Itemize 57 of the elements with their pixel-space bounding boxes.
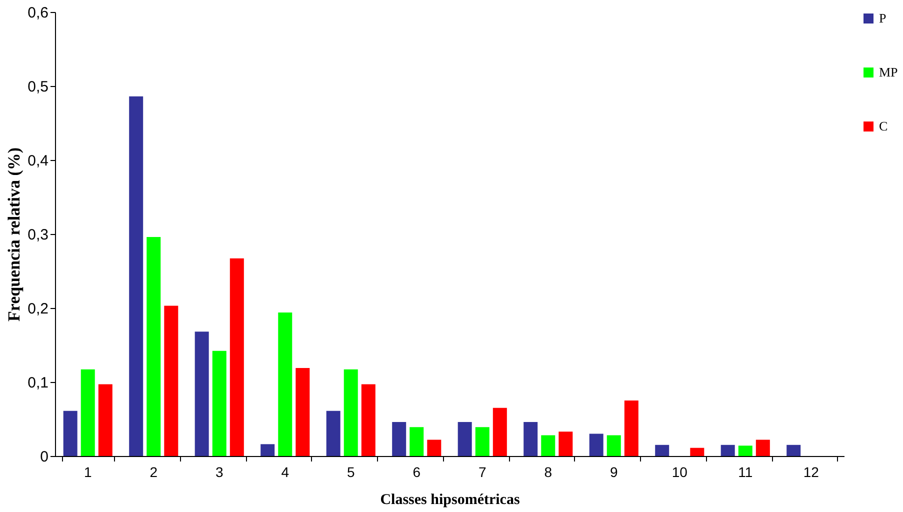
y-tick-label: 0,1 xyxy=(28,374,48,392)
bar xyxy=(146,236,161,456)
bar xyxy=(606,435,621,456)
bar xyxy=(738,446,752,456)
bar xyxy=(756,440,770,456)
bar xyxy=(475,427,490,456)
bar xyxy=(558,432,573,456)
x-axis-title: Classes hipsométricas xyxy=(380,492,520,508)
bar xyxy=(690,448,704,456)
y-tick-label: 0 xyxy=(40,448,48,466)
x-tick-label: 7 xyxy=(478,464,486,480)
bar xyxy=(361,384,376,456)
bar xyxy=(80,369,95,456)
legend-label: C xyxy=(879,118,888,134)
y-tick-label: 0,2 xyxy=(28,300,48,318)
bar xyxy=(98,384,112,456)
bar xyxy=(427,440,442,456)
legend-label: MP xyxy=(879,64,898,80)
x-tick-label: 4 xyxy=(281,464,290,480)
bar xyxy=(410,427,424,456)
x-tick-label: 10 xyxy=(672,464,688,480)
y-tick-label: 0,5 xyxy=(28,78,48,96)
bar xyxy=(129,96,144,456)
bar xyxy=(230,258,244,456)
x-tick-label: 1 xyxy=(84,464,92,480)
x-tick-label: 3 xyxy=(215,464,224,480)
x-tick-label: 8 xyxy=(544,464,552,480)
bar xyxy=(589,434,604,456)
bar xyxy=(260,444,275,456)
x-tick-label: 6 xyxy=(412,464,421,480)
x-tick-label: 9 xyxy=(610,464,618,480)
y-tick-label: 0,6 xyxy=(28,4,48,22)
y-tick-label: 0,3 xyxy=(28,226,48,244)
bar xyxy=(458,422,472,456)
bar xyxy=(194,332,209,456)
bar xyxy=(786,444,801,456)
x-tick-label: 2 xyxy=(150,464,158,480)
bar xyxy=(63,410,78,456)
bar xyxy=(624,400,638,456)
y-axis-title: Frequencia relativa (%) xyxy=(4,147,24,322)
bar xyxy=(655,444,670,456)
bar xyxy=(326,410,340,456)
y-tick-label: 0,4 xyxy=(28,152,48,170)
x-tick-label: 5 xyxy=(346,464,355,480)
bar xyxy=(296,368,310,456)
bar xyxy=(492,408,507,456)
bar xyxy=(164,306,178,456)
legend-label: P xyxy=(879,10,886,26)
bar xyxy=(344,369,358,456)
bar xyxy=(720,444,735,456)
bar xyxy=(524,422,538,456)
x-tick-label: 11 xyxy=(738,464,753,480)
x-tick-label: 12 xyxy=(803,464,820,480)
bar xyxy=(392,422,406,456)
bar xyxy=(541,435,556,456)
bar xyxy=(278,312,292,456)
bar xyxy=(212,350,226,456)
